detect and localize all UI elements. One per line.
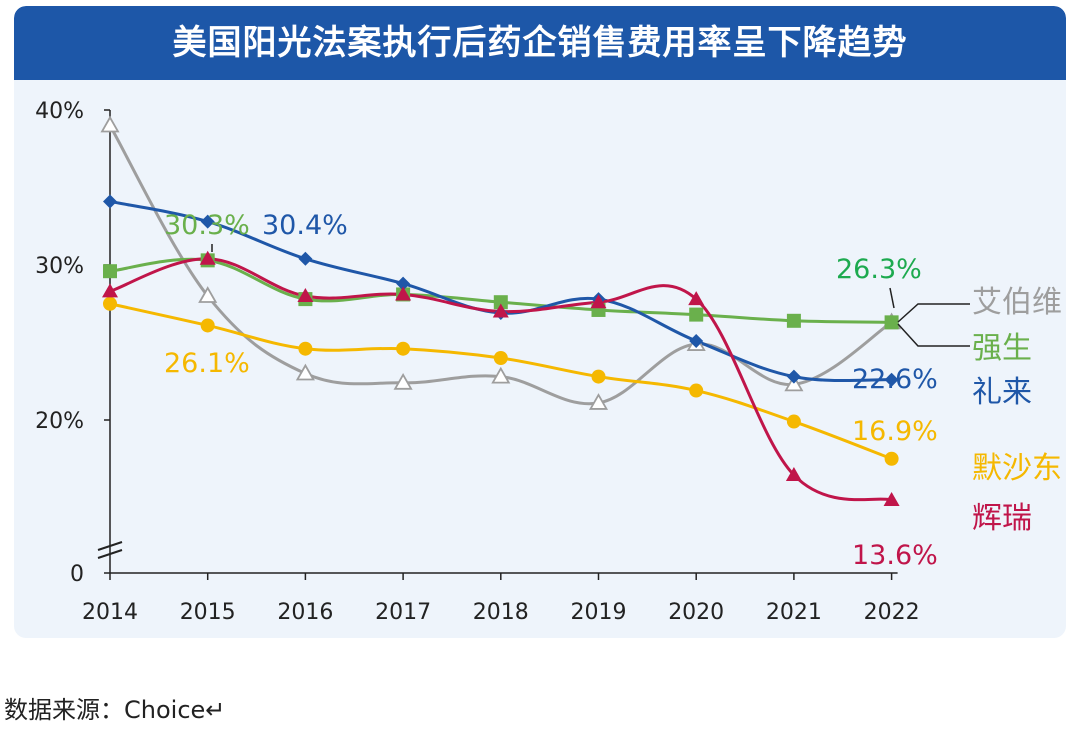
series-point-4: [785, 467, 802, 481]
series-point-0: [100, 115, 120, 133]
data-label: 26.3%: [836, 254, 922, 285]
label-bracket-line: [897, 303, 970, 323]
y-tick-label: 30%: [35, 254, 84, 279]
series-point-3: [884, 451, 899, 466]
y-tick-label: 0: [70, 562, 84, 587]
series-point-3: [786, 414, 801, 429]
x-tick-label: 2021: [766, 600, 822, 625]
x-tick-label: 2019: [571, 600, 627, 625]
series-point-0: [491, 366, 511, 384]
series-point-4: [883, 492, 900, 506]
series-point-3: [493, 351, 508, 365]
series-point-4: [102, 283, 118, 298]
series-point-2: [884, 372, 899, 387]
chart-title: 美国阳光法案执行后药企销售费用率呈下降趋势: [172, 23, 908, 63]
series-name-label: 默沙东: [972, 451, 1062, 486]
series-point-3: [298, 341, 313, 356]
series-point-1: [884, 315, 899, 330]
series-name-label: 强生: [972, 331, 1032, 366]
label-bracket-line: [897, 323, 970, 347]
series-point-1: [493, 295, 508, 310]
x-tick-label: 2016: [277, 600, 333, 625]
data-label: 30.3%: [164, 210, 250, 241]
data-label: 26.1%: [164, 348, 250, 379]
chart-card: 美国阳光法案执行后药企销售费用率呈下降趋势 40% 30% 20% 0 2014 2015…: [14, 6, 1066, 638]
series-point-3: [200, 318, 215, 333]
series-point-2: [103, 194, 117, 209]
data-label: 16.9%: [852, 416, 938, 447]
series-point-1: [689, 307, 704, 322]
series-point-2: [786, 369, 801, 384]
series-name-label: 辉瑞: [972, 501, 1032, 536]
series-line-4: [109, 257, 892, 502]
x-tick-label: 2018: [473, 600, 529, 625]
series-point-4: [590, 294, 607, 309]
series-point-0: [588, 393, 609, 410]
data-label: 30.4%: [262, 210, 348, 241]
y-tick-label: 40%: [35, 99, 84, 124]
x-tick-label: 2022: [864, 600, 920, 625]
series-point-4: [297, 288, 314, 302]
y-tick-label: 20%: [35, 409, 84, 434]
series-point-0: [295, 363, 315, 381]
series-point-2: [200, 214, 215, 229]
axis-break-mark: [97, 541, 123, 559]
chart-axes: 40% 30% 20% 0 2014 2015 2016 2017 2018 2019 2020 20…: [35, 99, 920, 625]
series-name-label: 艾伯维: [972, 285, 1062, 320]
title-bar: [14, 6, 1066, 80]
series-point-1: [103, 264, 117, 279]
series-point-2: [689, 333, 704, 348]
series-point-4: [492, 303, 509, 318]
x-tick-label: 2017: [375, 600, 431, 625]
line-chart: 40% 30% 20% 0 2014 2015 2016 2017 2018 2019 2020 20…: [35, 99, 1062, 625]
series-point-3: [591, 369, 606, 384]
series-point-3: [689, 383, 704, 398]
data-label: 22.6%: [852, 364, 938, 395]
series-point-2: [396, 276, 411, 291]
callout-line: [889, 287, 895, 309]
series-point-4: [199, 250, 216, 265]
x-tick-label: 2015: [180, 600, 236, 625]
series-point-2: [298, 251, 313, 266]
x-tick-label: 2020: [668, 600, 724, 625]
series-point-3: [396, 341, 411, 356]
x-tick-label: 2014: [82, 600, 138, 625]
series-point-0: [198, 286, 218, 303]
data-label: 13.6%: [852, 540, 938, 571]
series-point-1: [786, 313, 801, 328]
series-point-4: [688, 291, 705, 306]
data-source-note: 数据来源：Choice↵: [4, 696, 226, 724]
series-markers: [100, 115, 902, 506]
series-point-3: [103, 296, 117, 311]
series-name-label: 礼来: [972, 375, 1032, 410]
chart-labels: 30.3% 30.4% 26.1% 26.3% 22.6% 16.9% 13.6% 艾伯维强生…: [164, 210, 1062, 571]
series-point-0: [393, 372, 413, 390]
series-point-4: [395, 286, 412, 301]
